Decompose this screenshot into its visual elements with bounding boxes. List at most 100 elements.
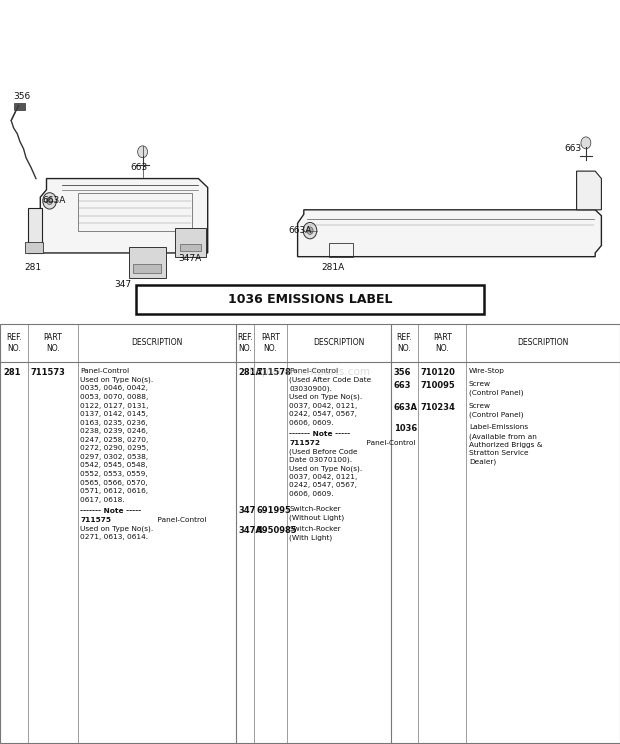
Text: Used on Type No(s).: Used on Type No(s). <box>289 466 363 472</box>
Text: 0037, 0042, 0121,: 0037, 0042, 0121, <box>289 403 358 408</box>
Text: (With Light): (With Light) <box>289 535 332 542</box>
Text: (Control Panel): (Control Panel) <box>469 411 523 418</box>
Text: 1036: 1036 <box>394 425 417 434</box>
Text: 710120: 710120 <box>420 368 456 377</box>
Text: 0606, 0609.: 0606, 0609. <box>289 420 334 426</box>
Bar <box>0 324 620 743</box>
Text: 0565, 0566, 0570,: 0565, 0566, 0570, <box>80 480 148 486</box>
Text: PART
NO.: PART NO. <box>43 333 63 353</box>
Text: Used on Type No(s).: Used on Type No(s). <box>80 525 154 532</box>
Text: 0242, 0547, 0567,: 0242, 0547, 0567, <box>289 483 357 489</box>
Text: 710095: 710095 <box>420 382 455 391</box>
Circle shape <box>46 197 53 205</box>
Text: Used on Type No(s).: Used on Type No(s). <box>80 377 154 383</box>
Text: 0606, 0609.: 0606, 0609. <box>289 491 334 497</box>
Text: Screw: Screw <box>469 382 491 388</box>
Text: 711572: 711572 <box>289 440 321 446</box>
Text: ------- Note -----: ------- Note ----- <box>289 432 350 437</box>
Text: Switch-Rocker: Switch-Rocker <box>289 527 341 533</box>
Text: 356: 356 <box>14 92 31 101</box>
Text: 663: 663 <box>394 382 411 391</box>
Text: 0571, 0612, 0616,: 0571, 0612, 0616, <box>80 488 148 494</box>
Text: 0137, 0142, 0145,: 0137, 0142, 0145, <box>80 411 148 417</box>
Text: (Used Before Code: (Used Before Code <box>289 449 358 455</box>
Text: 281: 281 <box>25 263 42 272</box>
Polygon shape <box>28 208 42 253</box>
Text: 711573: 711573 <box>31 368 66 377</box>
Text: Panel-Control: Panel-Control <box>80 368 130 374</box>
Text: 356: 356 <box>394 368 411 377</box>
Text: 663: 663 <box>130 163 148 172</box>
Text: 281: 281 <box>3 368 20 377</box>
Text: 0272, 0290, 0295,: 0272, 0290, 0295, <box>80 446 149 452</box>
Text: 691995: 691995 <box>257 506 291 515</box>
Text: REF.
NO.: REF. NO. <box>6 333 22 353</box>
Text: Replacementparts.com: Replacementparts.com <box>249 367 371 377</box>
Text: 347: 347 <box>115 280 132 289</box>
Text: REF.
NO.: REF. NO. <box>397 333 412 353</box>
Text: PART
NO.: PART NO. <box>433 333 451 353</box>
Text: 663A: 663A <box>42 196 66 205</box>
Text: 663: 663 <box>564 144 582 153</box>
Text: Screw: Screw <box>469 403 491 409</box>
Polygon shape <box>577 171 601 210</box>
Text: 0035, 0046, 0042,: 0035, 0046, 0042, <box>80 385 148 391</box>
Text: DESCRIPTION: DESCRIPTION <box>313 339 365 347</box>
Text: 0238, 0239, 0246,: 0238, 0239, 0246, <box>80 429 148 434</box>
FancyBboxPatch shape <box>175 228 206 257</box>
Bar <box>25 242 43 253</box>
Text: (Available from an: (Available from an <box>469 433 537 440</box>
Text: 0163, 0235, 0236,: 0163, 0235, 0236, <box>80 420 148 426</box>
Text: Panel-Control: Panel-Control <box>155 517 206 523</box>
Circle shape <box>138 146 148 158</box>
Bar <box>180 244 202 251</box>
Polygon shape <box>40 179 208 253</box>
FancyBboxPatch shape <box>129 247 166 278</box>
Text: Panel-Control: Panel-Control <box>289 368 339 374</box>
Text: 0271, 0613, 0614.: 0271, 0613, 0614. <box>80 534 148 540</box>
Text: Label-Emissions: Label-Emissions <box>469 425 528 431</box>
Circle shape <box>43 193 56 209</box>
Polygon shape <box>298 210 601 257</box>
Text: 663A: 663A <box>394 403 418 412</box>
Text: 0242, 0547, 0567,: 0242, 0547, 0567, <box>289 411 357 417</box>
Text: 347A: 347A <box>239 527 263 536</box>
Text: 4950985: 4950985 <box>257 527 298 536</box>
Text: REF.
NO.: REF. NO. <box>237 333 253 353</box>
Text: (Without Light): (Without Light) <box>289 514 345 521</box>
Circle shape <box>307 227 313 234</box>
Text: Wire-Stop: Wire-Stop <box>469 368 505 374</box>
Text: 711575: 711575 <box>80 517 111 523</box>
Text: DESCRIPTION: DESCRIPTION <box>518 339 569 347</box>
Bar <box>329 243 353 257</box>
Circle shape <box>303 222 317 239</box>
Text: 710234: 710234 <box>420 403 456 412</box>
Text: 0247, 0258, 0270,: 0247, 0258, 0270, <box>80 437 148 443</box>
Text: Stratton Service: Stratton Service <box>469 450 528 456</box>
Text: 0053, 0070, 0088,: 0053, 0070, 0088, <box>80 394 148 400</box>
Text: PART
NO.: PART NO. <box>261 333 280 353</box>
Text: Dealer): Dealer) <box>469 459 496 465</box>
Text: Authorized Briggs &: Authorized Briggs & <box>469 442 542 448</box>
Text: (Control Panel): (Control Panel) <box>469 390 523 397</box>
Bar <box>14 103 25 110</box>
Text: 0552, 0553, 0559,: 0552, 0553, 0559, <box>80 471 148 477</box>
Text: Used on Type No(s).: Used on Type No(s). <box>289 394 363 400</box>
Text: 711578: 711578 <box>257 368 291 377</box>
Text: Date 03070100).: Date 03070100). <box>289 457 352 464</box>
Text: 0297, 0302, 0538,: 0297, 0302, 0538, <box>80 454 148 460</box>
Text: 03030900).: 03030900). <box>289 385 332 392</box>
Text: 281A: 281A <box>321 263 345 272</box>
Text: 0617, 0618.: 0617, 0618. <box>80 497 125 503</box>
Text: 0037, 0042, 0121,: 0037, 0042, 0121, <box>289 474 358 480</box>
Text: 347: 347 <box>239 506 256 515</box>
Text: 0122, 0127, 0131,: 0122, 0127, 0131, <box>80 403 149 408</box>
Text: DESCRIPTION: DESCRIPTION <box>131 339 182 347</box>
Text: ------- Note -----: ------- Note ----- <box>80 508 141 514</box>
Text: Switch-Rocker: Switch-Rocker <box>289 506 341 512</box>
Text: 663A: 663A <box>288 226 312 235</box>
Text: Panel-Control: Panel-Control <box>364 440 415 446</box>
Bar <box>133 264 161 273</box>
Text: 281A: 281A <box>239 368 263 377</box>
Bar <box>136 284 484 315</box>
